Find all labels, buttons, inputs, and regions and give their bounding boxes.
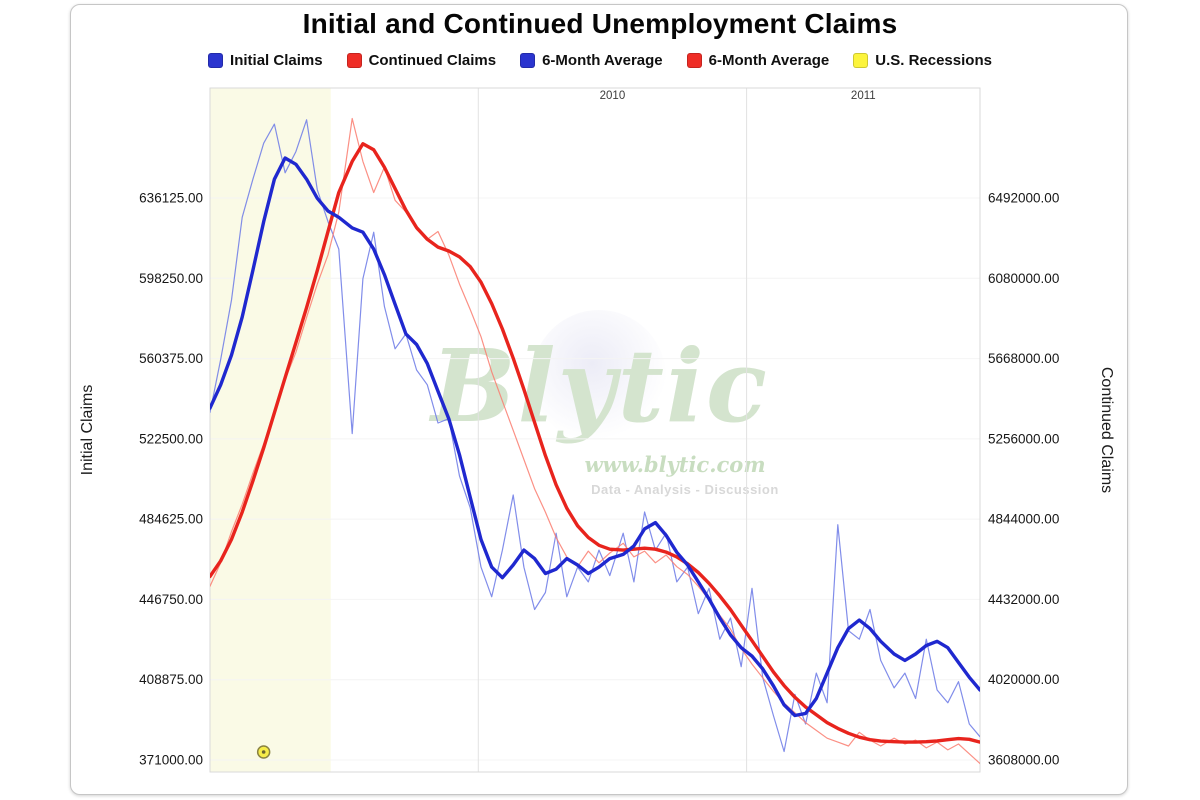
legend-item-initial-claims-6mo-avg[interactable]: 6-Month Average [520,52,663,69]
y-right-tick-label: 4844000.00 [988,512,1059,527]
y-axis-label-right: Continued Claims [1098,366,1115,494]
watermark-brand: Blytic [431,327,769,445]
y-left-tick-label: 560375.00 [139,351,203,366]
y-axis-label-left: Initial Claims [79,384,96,476]
legend-swatch-icon [686,53,702,68]
legend-item-initial-claims[interactable]: Initial Claims [208,52,323,69]
y-right-tick-label: 5256000.00 [988,431,1059,446]
plot-border [209,87,981,773]
watermark-url: www.blytic.com [584,452,766,477]
y-left-tick-label: 371000.00 [139,753,203,768]
y-right-tick-label: 4432000.00 [988,592,1059,607]
y-left-tick-label: 636125.00 [139,191,203,206]
y-left-tick-label: 408875.00 [139,672,203,687]
y-right-tick-label: 6080000.00 [988,271,1059,286]
legend-label: 6-Month Average [542,52,663,69]
y-right-tick-label: 6492000.00 [988,191,1059,206]
legend-label: 6-Month Average [708,52,830,69]
legend-label: Continued Claims [368,52,497,69]
chart-title: Initial and Continued Unemployment Claim… [302,8,898,39]
y-left-tick-label: 446750.00 [139,592,203,607]
y-left-tick-label: 598250.00 [139,271,203,286]
legend-swatch-icon [346,53,362,68]
legend-item-us-recessions[interactable]: U.S. Recessions [853,52,992,69]
legend-swatch-icon [520,53,536,68]
series-line-continued-claims-6mo-avg [210,142,980,744]
legend-item-continued-claims[interactable]: Continued Claims [346,52,497,69]
legend-swatch-icon [208,53,224,68]
y-right-tick-label: 5668000.00 [988,351,1059,366]
legend-label: Initial Claims [230,52,323,69]
y-left-tick-label: 484625.00 [139,512,203,527]
recession-marker-dot-icon [261,750,266,754]
x-axis-year-label: 2010 [600,90,626,102]
x-axis-year-label: 2011 [851,90,876,102]
legend-item-continued-claims-6mo-avg[interactable]: 6-Month Average [686,52,830,69]
y-right-tick-label: 4020000.00 [988,672,1059,687]
legend-label: U.S. Recessions [875,52,992,69]
series-line-continued-claims [210,117,980,765]
legend: Initial Claims Continued Claims 6-Month Av… [0,52,1200,69]
watermark-logo-icon [532,310,666,444]
y-right-tick-label: 3608000.00 [988,753,1059,768]
y-left-tick-label: 522500.00 [139,431,203,446]
series-line-initial-claims [210,119,980,753]
series-line-initial-claims-6mo-avg [210,156,980,718]
watermark-tagline: Data - Analysis - Discussion [591,482,779,497]
legend-swatch-icon [853,53,869,68]
